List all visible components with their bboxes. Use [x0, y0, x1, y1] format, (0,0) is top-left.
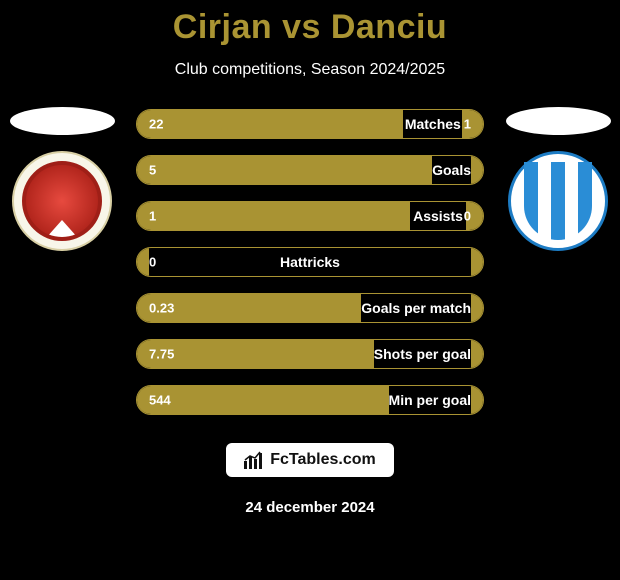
- stat-left-value: 1: [149, 209, 156, 224]
- left-crest: [12, 151, 112, 251]
- stat-left-bar: [137, 386, 389, 414]
- stat-row: Shots per goal 7.75: [136, 339, 484, 369]
- stat-right-bar: [471, 386, 483, 414]
- right-side: [498, 109, 618, 251]
- date-label: 24 december 2024: [245, 499, 374, 516]
- stat-left-value: 5: [149, 163, 156, 178]
- page-title: Cirjan vs Danciu: [173, 8, 447, 47]
- stat-label: Assists: [410, 202, 465, 230]
- stat-row: Goals per match 0.23: [136, 293, 484, 323]
- stat-left-value: 0.23: [149, 301, 174, 316]
- stat-right-bar: [471, 340, 483, 368]
- brand-badge[interactable]: FcTables.com: [226, 443, 394, 477]
- stat-left-value: 7.75: [149, 347, 174, 362]
- stat-left-value: 22: [149, 117, 163, 132]
- stats-column: Matches221Goals5Assists10Hattricks0Goals…: [136, 109, 484, 415]
- stat-label: Goals per match: [361, 294, 471, 322]
- stat-row: Matches 22 1: [136, 109, 484, 139]
- stat-left-bar: [137, 202, 410, 230]
- stat-label: Shots per goal: [374, 340, 471, 368]
- stat-row: Min per goal 544: [136, 385, 484, 415]
- right-ellipse: [506, 107, 611, 135]
- left-side: [2, 109, 122, 251]
- left-ellipse: [10, 107, 115, 135]
- comparison-card: Cirjan vs Danciu Club competitions, Seas…: [0, 0, 620, 580]
- stat-right-bar: [471, 156, 483, 184]
- middle-region: Matches221Goals5Assists10Hattricks0Goals…: [0, 109, 620, 415]
- stat-label: Min per goal: [389, 386, 471, 414]
- stat-label: Goals: [432, 156, 471, 184]
- brand-label: FcTables.com: [270, 451, 376, 469]
- stat-right-bar: [471, 294, 483, 322]
- stat-row: Assists 1 0: [136, 201, 484, 231]
- stat-row: Hattricks0: [136, 247, 484, 277]
- subtitle: Club competitions, Season 2024/2025: [175, 61, 445, 79]
- stat-left-bar: [137, 248, 149, 276]
- stat-left-bar: [137, 110, 403, 138]
- stat-left-value: 0: [149, 255, 156, 270]
- stat-left-bar: [137, 156, 432, 184]
- stat-label: Hattricks: [149, 248, 471, 276]
- stat-right-bar: [471, 248, 483, 276]
- stat-right-value: 1: [464, 117, 471, 132]
- stat-row: Goals 5: [136, 155, 484, 185]
- stat-label: Matches: [403, 110, 462, 138]
- right-crest: [508, 151, 608, 251]
- chart-icon: [244, 451, 264, 469]
- stat-right-value: 0: [464, 209, 471, 224]
- stat-left-value: 544: [149, 393, 171, 408]
